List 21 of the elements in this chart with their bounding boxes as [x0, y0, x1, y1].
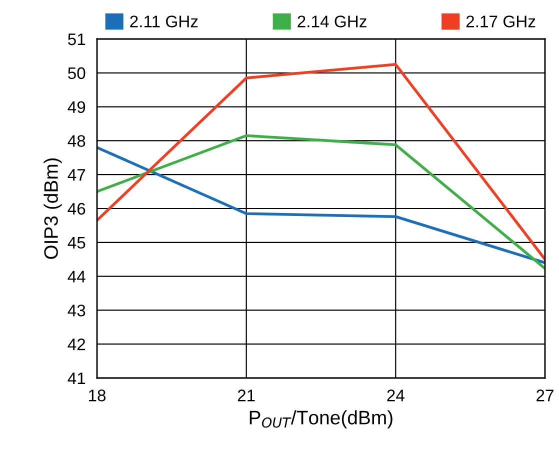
- y-tick-label: 51: [68, 34, 86, 46]
- y-tick-label: 49: [68, 101, 86, 114]
- y-tick-label: 45: [68, 236, 86, 249]
- x-tick-label: 21: [238, 390, 255, 402]
- x-tick-label: 27: [536, 390, 554, 402]
- legend-label: 2.17 GHz: [466, 16, 536, 28]
- y-tick-label: 42: [68, 338, 86, 350]
- y-tick-label: 43: [68, 304, 86, 316]
- legend-label: 2.11 GHz: [130, 16, 198, 28]
- line-series: [97, 63, 545, 261]
- y-tick-label: 44: [68, 270, 86, 282]
- y-tick-label: 48: [68, 135, 86, 147]
- legend-label: 2.14 GHz: [298, 16, 366, 28]
- y-tick-label: 50: [68, 67, 86, 80]
- x-axis-title: P$_{OUT}$/Tone(dBm): [250, 410, 392, 428]
- y-tick-label: 41: [68, 372, 86, 384]
- y-tick-label: 46: [68, 202, 86, 215]
- y-tick-label: 47: [68, 169, 86, 181]
- x-tick-label: 24: [387, 390, 404, 402]
- x-tick-label: 18: [89, 390, 106, 402]
- y-axis-title: OIP3 (dBm): [44, 158, 62, 259]
